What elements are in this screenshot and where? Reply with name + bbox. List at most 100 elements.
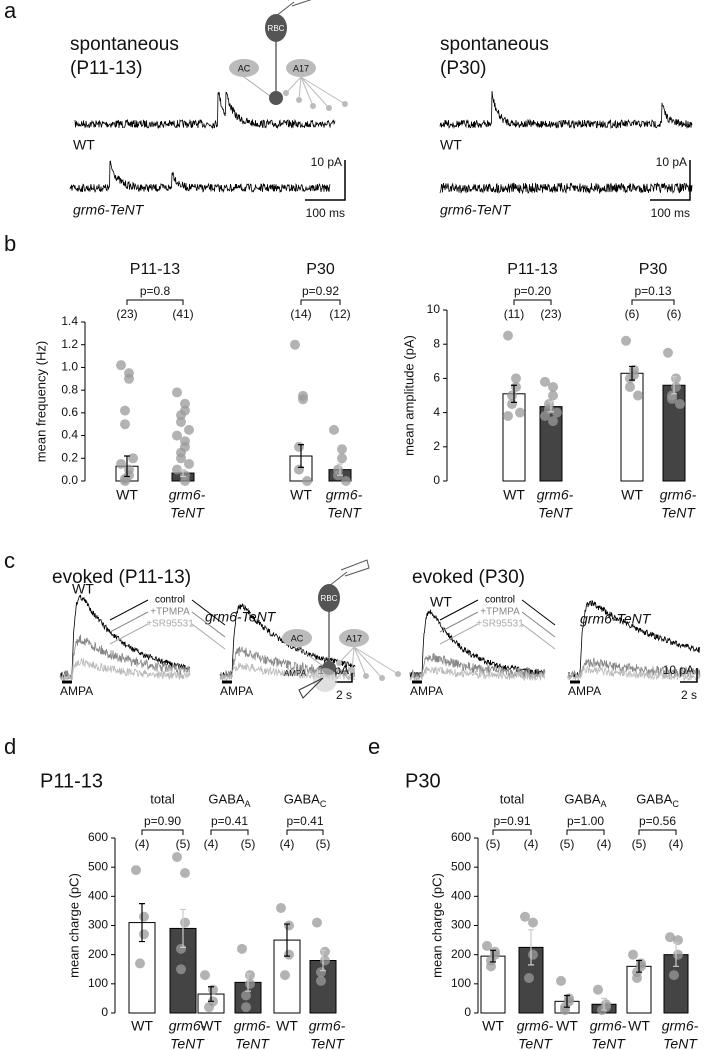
data-point bbox=[131, 865, 141, 876]
panel-title: evoked (P30) bbox=[412, 567, 525, 588]
bar bbox=[480, 955, 506, 1014]
error-bar bbox=[548, 400, 554, 413]
data-point bbox=[507, 399, 517, 410]
x-tick-label: TeNT bbox=[538, 505, 573, 521]
x-tick-label: TeNT bbox=[663, 1036, 698, 1050]
data-point bbox=[128, 453, 138, 464]
n-label: (4) bbox=[280, 837, 295, 851]
y-tick-label: 400 bbox=[88, 889, 108, 903]
data-point bbox=[671, 373, 681, 384]
stimulus-label: AMPA bbox=[60, 684, 93, 698]
trace bbox=[59, 594, 191, 679]
group-title: GABAA bbox=[208, 791, 250, 809]
data-point bbox=[302, 476, 312, 486]
p-value: p=0.56 bbox=[639, 814, 676, 828]
group-title-sub: A bbox=[601, 799, 607, 809]
x-tick-label: grm6- bbox=[517, 1018, 554, 1034]
data-point bbox=[669, 970, 679, 981]
trace bbox=[59, 657, 191, 681]
y-tick-label: 100 bbox=[88, 976, 108, 990]
y-axis-label: mean charge (pC) bbox=[66, 873, 81, 978]
data-point bbox=[116, 360, 126, 371]
x-tick-label: TeNT bbox=[170, 505, 205, 521]
data-point bbox=[515, 407, 525, 418]
process bbox=[353, 646, 383, 679]
process bbox=[300, 76, 330, 109]
error-bar bbox=[673, 942, 679, 967]
y-tick-label: 100 bbox=[451, 976, 471, 990]
data-point bbox=[120, 419, 130, 430]
y-axis-label: mean charge (pC) bbox=[429, 873, 444, 978]
x-tick-label: WT bbox=[116, 487, 138, 503]
x-tick-label: TeNT bbox=[170, 1036, 205, 1050]
data-point bbox=[528, 917, 538, 928]
n-label: (4) bbox=[669, 837, 684, 851]
legend-label: +SR95531 bbox=[476, 619, 524, 630]
trace bbox=[409, 666, 546, 682]
data-point bbox=[503, 330, 513, 341]
data-point bbox=[632, 973, 642, 983]
group-title: P11-13 bbox=[507, 261, 558, 278]
data-point bbox=[116, 458, 126, 469]
n-label: (5) bbox=[486, 837, 501, 851]
legend-leader bbox=[439, 623, 479, 645]
legend-leader bbox=[191, 611, 226, 638]
process bbox=[351, 646, 355, 671]
bracket bbox=[513, 299, 552, 305]
data-point bbox=[552, 407, 562, 418]
process bbox=[296, 646, 324, 667]
data-point bbox=[540, 376, 550, 387]
data-point bbox=[316, 975, 326, 986]
legend-leader bbox=[109, 611, 149, 633]
error-bar bbox=[180, 908, 186, 948]
data-point bbox=[625, 373, 635, 384]
pipette bbox=[328, 571, 348, 587]
panel-title: spontaneous bbox=[70, 34, 179, 55]
n-label: (4) bbox=[135, 837, 150, 851]
error-bar bbox=[629, 365, 635, 381]
data-point bbox=[298, 394, 308, 405]
error-bar bbox=[298, 444, 304, 468]
trace bbox=[409, 652, 546, 681]
stimulus-label: AMPA bbox=[220, 684, 253, 698]
y-tick-label: 0 bbox=[101, 1005, 108, 1019]
y-tick-label: 400 bbox=[451, 889, 471, 903]
x-tick-label: TeNT bbox=[661, 505, 696, 521]
x-tick-label: grm6- bbox=[234, 1018, 271, 1034]
data-point bbox=[548, 416, 558, 427]
p-value: p=0.90 bbox=[144, 814, 181, 828]
data-point bbox=[675, 399, 685, 410]
panel-title: P11-13 bbox=[40, 770, 103, 792]
varicosity bbox=[296, 97, 302, 103]
n-label: (4) bbox=[204, 837, 219, 851]
bracket bbox=[300, 299, 341, 305]
data-point bbox=[200, 970, 210, 981]
y-tick-label: 600 bbox=[88, 830, 108, 844]
panel-title: P30 bbox=[405, 770, 441, 792]
error-bar bbox=[139, 903, 145, 943]
group-title: P30 bbox=[639, 261, 668, 278]
data-point bbox=[172, 464, 182, 475]
y-axis-label: mean frequency (Hz) bbox=[33, 341, 48, 462]
panel-label: d bbox=[4, 734, 16, 759]
data-point bbox=[180, 868, 190, 878]
x-tick-label: grm6- bbox=[169, 1018, 206, 1034]
error-bar bbox=[124, 455, 130, 478]
data-point bbox=[172, 430, 182, 441]
trace-label: WT bbox=[440, 137, 462, 153]
varicosity bbox=[310, 103, 316, 109]
data-point bbox=[284, 920, 294, 931]
scale-bar bbox=[305, 160, 346, 201]
legend-leader bbox=[521, 623, 556, 650]
trace bbox=[69, 160, 331, 194]
data-point bbox=[184, 458, 194, 469]
n-label: (5) bbox=[176, 837, 191, 851]
y-tick-label: 0.4 bbox=[61, 428, 78, 442]
data-point bbox=[520, 911, 530, 922]
y-tick-label: 2 bbox=[433, 439, 440, 453]
rbc-cell bbox=[265, 14, 287, 42]
data-point bbox=[204, 1002, 214, 1013]
y-tick-label: 300 bbox=[88, 918, 108, 932]
cell-label: AMPA bbox=[284, 669, 307, 678]
x-tick-label: TeNT bbox=[327, 505, 362, 521]
